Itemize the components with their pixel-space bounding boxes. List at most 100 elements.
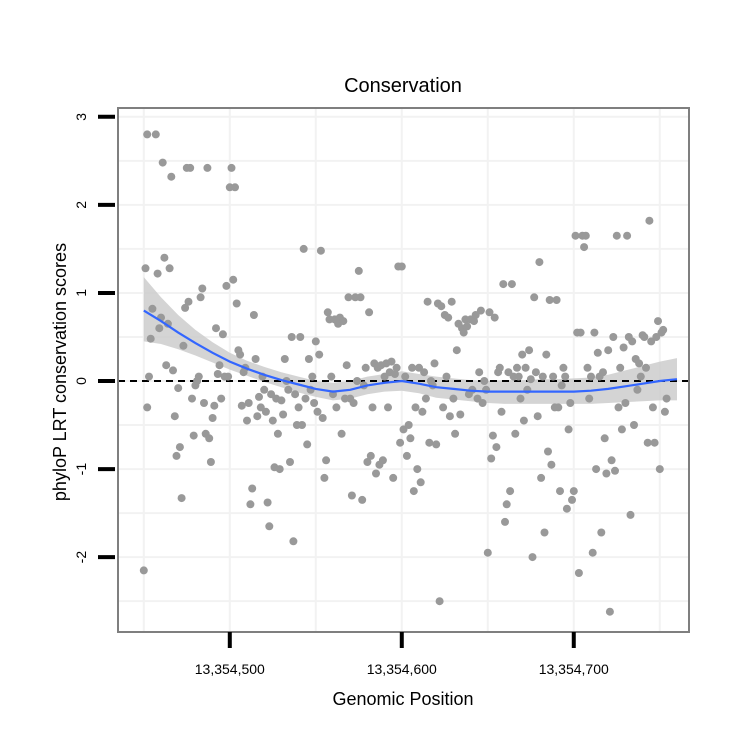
data-point — [279, 410, 288, 419]
y-tick-label: -2 — [73, 551, 89, 564]
data-point — [542, 350, 551, 359]
data-point — [255, 392, 263, 401]
data-point — [423, 297, 432, 306]
data-point — [287, 333, 296, 341]
data-point — [497, 407, 506, 416]
data-point — [564, 425, 573, 434]
data-point — [401, 372, 410, 381]
data-point — [411, 403, 420, 412]
data-point — [280, 355, 289, 363]
data-point — [492, 443, 501, 452]
data-point — [635, 359, 644, 368]
data-point — [554, 403, 563, 412]
data-point — [148, 304, 157, 313]
data-point — [313, 407, 322, 416]
data-point — [217, 394, 226, 403]
data-point — [143, 403, 152, 412]
data-point — [145, 372, 153, 381]
data-point — [485, 308, 494, 317]
data-point — [311, 337, 320, 346]
data-point — [648, 403, 657, 412]
data-point — [296, 333, 305, 341]
data-point — [580, 243, 589, 252]
data-point — [273, 429, 282, 438]
data-point — [237, 401, 246, 410]
data-point — [189, 431, 198, 440]
data-point — [188, 394, 196, 403]
data-point — [506, 487, 515, 496]
data-point — [425, 438, 434, 447]
data-point — [435, 597, 444, 606]
data-point — [354, 266, 363, 275]
data-point — [643, 438, 652, 447]
data-point — [299, 244, 308, 253]
x-tick-label: 13,354,600 — [367, 661, 437, 677]
data-point — [389, 473, 398, 482]
data-point — [528, 553, 537, 562]
data-point — [537, 473, 546, 482]
data-point — [227, 163, 236, 172]
data-point — [184, 297, 193, 306]
data-point — [470, 317, 478, 326]
data-point — [244, 399, 253, 407]
data-point — [513, 363, 521, 372]
data-point — [420, 368, 429, 377]
data-point — [320, 473, 329, 482]
data-point — [544, 447, 552, 456]
data-point — [518, 350, 527, 359]
data-point — [406, 434, 415, 443]
data-point — [294, 403, 303, 412]
data-point — [286, 458, 294, 466]
data-point — [361, 363, 370, 372]
data-point — [502, 500, 511, 509]
data-point — [248, 484, 257, 493]
data-point — [475, 368, 484, 377]
data-point — [452, 346, 461, 355]
data-point — [323, 308, 332, 317]
data-point — [139, 566, 148, 575]
data-point — [614, 403, 623, 412]
data-point — [600, 434, 609, 443]
x-tick-label: 13,354,700 — [539, 661, 609, 677]
data-point — [590, 328, 599, 337]
data-point — [268, 416, 277, 425]
data-point — [662, 394, 671, 403]
data-point — [327, 372, 336, 381]
data-point — [501, 517, 509, 526]
data-point — [261, 407, 270, 416]
data-point — [547, 460, 556, 469]
data-point — [366, 451, 375, 460]
data-point — [162, 361, 171, 370]
data-point — [310, 399, 319, 407]
y-tick-label: 0 — [73, 377, 89, 385]
x-tick-label: 13,354,500 — [195, 661, 265, 677]
data-point — [652, 333, 661, 341]
data-point — [213, 370, 222, 378]
data-point — [430, 359, 439, 368]
data-point — [229, 275, 238, 284]
data-point — [349, 399, 358, 407]
data-point — [246, 500, 255, 509]
data-point — [456, 410, 465, 419]
data-point — [559, 363, 568, 372]
data-point — [633, 385, 642, 394]
data-point — [316, 246, 325, 255]
data-point — [222, 281, 231, 290]
data-point — [499, 280, 508, 289]
data-point — [642, 363, 650, 372]
data-point — [339, 317, 348, 326]
data-point — [153, 269, 162, 278]
data-point — [301, 394, 310, 403]
data-point — [232, 299, 241, 308]
data-point — [531, 368, 540, 377]
data-point — [384, 403, 392, 412]
data-point — [557, 381, 566, 390]
data-point — [568, 495, 576, 504]
data-point — [358, 495, 367, 504]
data-point — [432, 440, 441, 449]
data-point — [540, 528, 549, 537]
data-point — [243, 416, 251, 425]
data-point — [263, 498, 272, 507]
data-point — [616, 363, 625, 372]
